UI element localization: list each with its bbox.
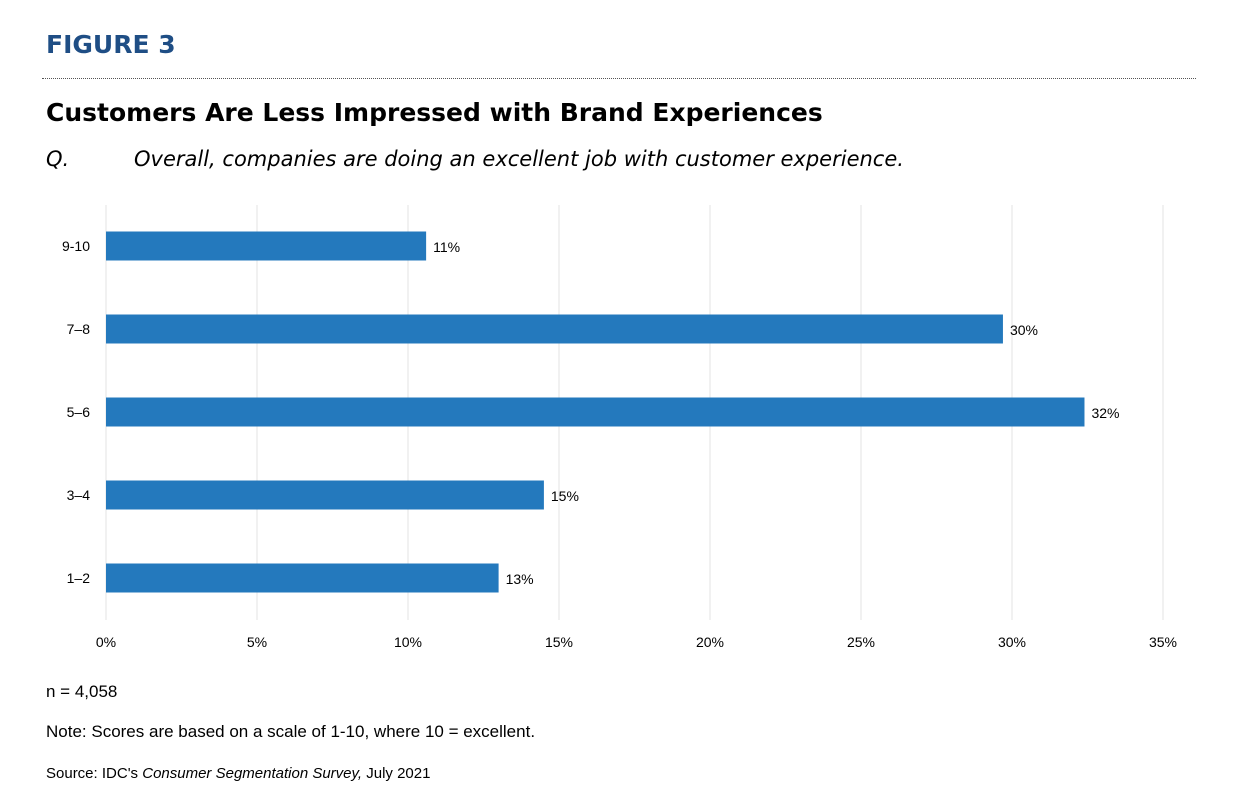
x-tick-label: 25% bbox=[847, 634, 875, 650]
source-suffix: July 2021 bbox=[362, 765, 431, 782]
figure-label: FIGURE 3 bbox=[46, 30, 176, 59]
note: Note: Scores are based on a scale of 1-1… bbox=[46, 722, 536, 741]
x-tick-label: 15% bbox=[545, 634, 573, 650]
y-tick-label: 5–6 bbox=[67, 404, 91, 420]
bar bbox=[106, 314, 1003, 344]
divider bbox=[42, 78, 1196, 79]
sample-size: n = 4,058 bbox=[46, 682, 118, 701]
y-tick-label: 3–4 bbox=[67, 487, 91, 503]
bar bbox=[106, 480, 544, 510]
data-label: 13% bbox=[506, 571, 534, 587]
x-tick-label: 10% bbox=[394, 634, 422, 650]
data-label: 32% bbox=[1091, 405, 1119, 421]
x-tick-label: 30% bbox=[998, 634, 1026, 650]
bar bbox=[106, 563, 499, 593]
bar bbox=[106, 231, 427, 261]
x-tick-label: 35% bbox=[1149, 634, 1177, 650]
x-tick-label: 20% bbox=[696, 634, 724, 650]
y-tick-label: 7–8 bbox=[67, 321, 91, 337]
source-title: Consumer Segmentation Survey, bbox=[142, 765, 363, 782]
x-tick-label: 0% bbox=[96, 634, 116, 650]
x-tick-label: 5% bbox=[247, 634, 267, 650]
bar bbox=[106, 397, 1085, 427]
data-label: 15% bbox=[551, 488, 579, 504]
data-label: 30% bbox=[1010, 322, 1038, 338]
chart-title: Customers Are Less Impressed with Brand … bbox=[46, 98, 823, 127]
y-tick-label: 9-10 bbox=[62, 238, 90, 254]
question-label: Q. bbox=[46, 147, 70, 171]
source: Source: IDC's Consumer Segmentation Surv… bbox=[46, 765, 430, 782]
question-text: Overall, companies are doing an excellen… bbox=[134, 147, 904, 171]
y-tick-label: 1–2 bbox=[67, 570, 91, 586]
data-label: 11% bbox=[433, 239, 460, 255]
source-prefix: Source: IDC's bbox=[46, 765, 143, 782]
